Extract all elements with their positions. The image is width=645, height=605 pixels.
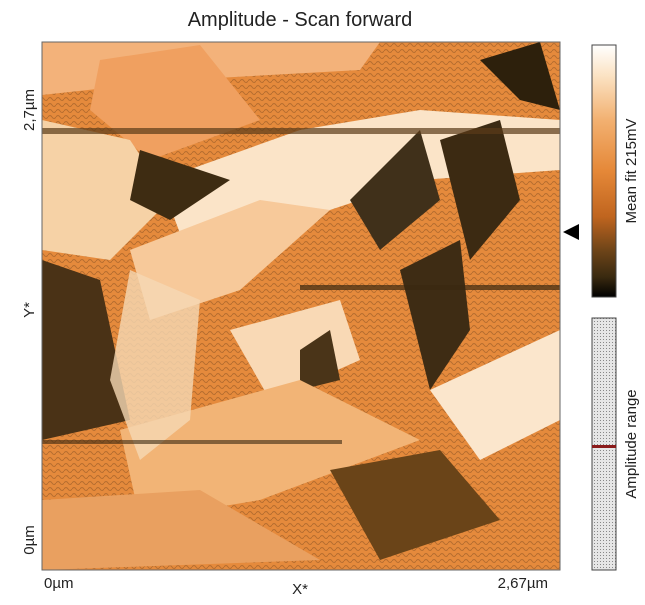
range-indicator <box>592 445 616 448</box>
page: {"header": {"title": "Amplitude - Scan f… <box>0 0 645 605</box>
colorbar <box>592 45 616 297</box>
scan-window: Amplitude - Scan forward 2,7µm Y* 0µm 0µ… <box>0 0 645 605</box>
range-label: Amplitude range <box>623 389 640 498</box>
y-top-label: 2,7µm <box>21 89 38 131</box>
y-axis-label: Y* <box>21 302 38 318</box>
range-bar <box>592 318 616 570</box>
colorbar-label: Mean fit 215mV <box>623 118 640 223</box>
title: Amplitude - Scan forward <box>188 9 413 31</box>
x-left-label: 0µm <box>44 575 73 592</box>
y-bottom-label: 0µm <box>21 525 38 554</box>
afm-image <box>42 42 560 570</box>
x-axis-label: X* <box>292 581 308 598</box>
x-right-label: 2,67µm <box>498 575 548 592</box>
marker-arrow <box>563 224 579 240</box>
